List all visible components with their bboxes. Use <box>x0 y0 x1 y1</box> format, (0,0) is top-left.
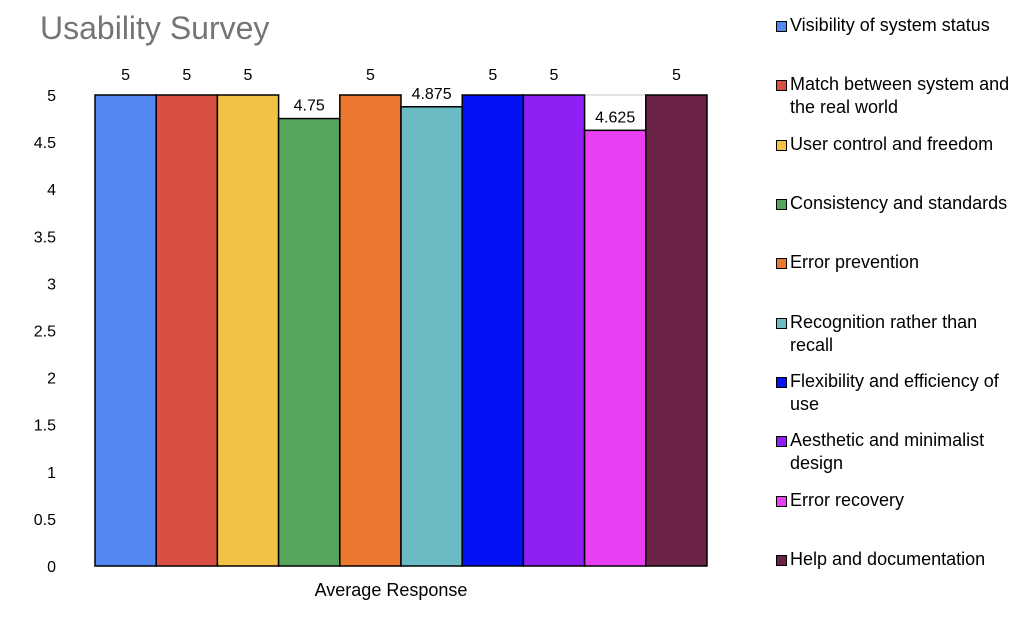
data-label: 5 <box>121 67 130 84</box>
y-tick-label: 3 <box>47 276 56 293</box>
bar <box>400 106 463 567</box>
bar <box>461 94 525 567</box>
legend-label: Flexibility and efficiency of use <box>790 371 999 414</box>
y-tick-label: 3.5 <box>34 229 56 246</box>
y-tick-label: 5 <box>47 88 56 105</box>
bar <box>155 94 219 567</box>
legend-label: Consistency and standards <box>790 193 1008 213</box>
legend-label: Aesthetic and minimalist design <box>790 430 985 473</box>
data-label-background <box>279 91 339 118</box>
legend-label: Help and documentation <box>790 549 986 569</box>
data-label-background <box>402 79 462 106</box>
data-label: 4.875 <box>412 86 452 103</box>
data-label: 5 <box>244 67 253 84</box>
legend-label: Visibility of system status <box>790 15 990 35</box>
bar <box>522 94 586 567</box>
data-label: 5 <box>182 67 191 84</box>
legend-label: Error prevention <box>790 252 920 272</box>
legend-label: Match between system and the real world <box>790 74 1010 117</box>
y-tick-label: 2 <box>47 371 56 388</box>
legend-swatch <box>776 21 787 32</box>
bar <box>94 94 157 567</box>
legend-swatch <box>776 377 787 388</box>
chart-plot: 0 0.5 1 1.5 2 2.5 3 3.5 4 4.5 5 5 5 5 4.75 5 4.875 5 5 4.6… <box>34 67 708 600</box>
legend-swatch <box>776 318 787 329</box>
y-tick-label: 1 <box>47 465 56 482</box>
legend-swatch <box>776 140 787 151</box>
legend-swatch <box>776 496 787 507</box>
bar <box>339 94 402 567</box>
y-axis-ticks: 0 0.5 1 1.5 2 2.5 3 3.5 4 4.5 5 <box>34 88 56 576</box>
bar <box>277 117 341 567</box>
y-tick-label: 1.5 <box>34 418 56 435</box>
y-tick-label: 2.5 <box>34 324 56 341</box>
chart-title: Usability Survey <box>40 10 270 46</box>
legend-label: Error recovery <box>790 490 905 510</box>
bar <box>216 94 280 567</box>
legend-swatch <box>776 80 787 91</box>
x-category-label: Average Response <box>315 580 468 600</box>
legend-swatch <box>776 436 787 447</box>
data-label: 5 <box>488 67 497 84</box>
bar <box>645 94 708 567</box>
data-label-background <box>585 103 645 130</box>
bars <box>94 94 708 567</box>
y-tick-label: 0 <box>47 559 56 576</box>
data-label: 5 <box>366 67 375 84</box>
bar <box>583 129 647 567</box>
data-label: 4.75 <box>294 98 325 115</box>
data-label: 5 <box>550 67 559 84</box>
legend-label: User control and freedom <box>790 134 994 154</box>
legend: Visibility of system status Match between… <box>774 0 1024 636</box>
y-tick-label: 0.5 <box>34 512 56 529</box>
legend-label: Recognition rather than recall <box>790 312 978 355</box>
data-label: 5 <box>672 67 681 84</box>
y-tick-label: 4 <box>47 182 56 199</box>
data-labels: 5 5 5 4.75 5 4.875 5 5 4.625 5 <box>121 67 681 130</box>
legend-swatch <box>776 555 787 566</box>
y-tick-label: 4.5 <box>34 135 56 152</box>
legend-swatch <box>776 258 787 269</box>
data-label: 4.625 <box>595 109 635 126</box>
legend-swatch <box>776 199 787 210</box>
